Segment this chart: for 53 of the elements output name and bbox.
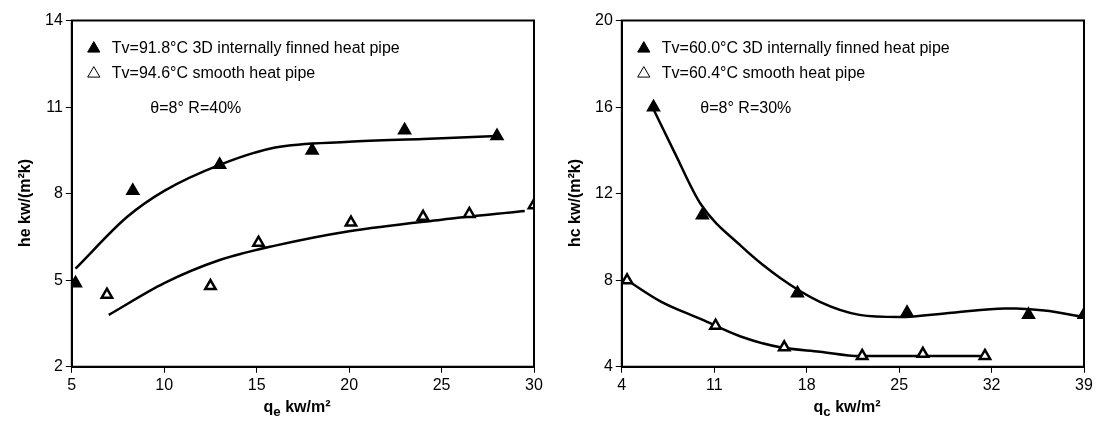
x-tick-label: 10 — [155, 375, 174, 393]
legend-label: Tv=94.6°C smooth heat pipe — [111, 64, 316, 82]
point — [100, 287, 114, 299]
point — [695, 208, 709, 220]
point — [900, 305, 914, 317]
x-axis-title: q$_{c}$ kw/m² — [812, 398, 882, 420]
point — [344, 215, 358, 227]
point — [398, 122, 412, 135]
point — [978, 348, 992, 361]
x-tick-label: 25 — [890, 375, 909, 393]
x-tick-label: 4 — [617, 375, 627, 393]
y-tick-label: 8 — [603, 270, 613, 288]
legend-label: Tv=91.8°C 3D internally finned heat pipe — [111, 39, 400, 57]
x-tick-label: 11 — [705, 375, 723, 393]
y-tick-label: 2 — [53, 357, 63, 375]
x-tick-label: 39 — [1075, 375, 1093, 393]
y-tick-label: 20 — [595, 11, 613, 29]
x-axis-title: q$_{e}$ kw/m² — [262, 398, 332, 420]
y-tick-label: 5 — [53, 270, 63, 288]
x-tick-label: 18 — [797, 375, 816, 393]
point — [855, 348, 869, 361]
x-tick-label: 30 — [525, 375, 543, 393]
y-axis-title: he kw/(m²k) — [16, 158, 34, 248]
point — [204, 278, 217, 291]
y-axis-title: hc kw/(m²k) — [566, 158, 584, 248]
point — [213, 157, 227, 170]
point — [916, 346, 930, 359]
y-tick-label: 12 — [595, 184, 613, 202]
x-tick-label: 15 — [247, 375, 266, 393]
x-tick-label: 25 — [432, 375, 451, 393]
annotation: θ=8° R=40% — [150, 99, 242, 117]
legend-label: Tv=60.0°C 3D internally finned heat pipe — [661, 39, 950, 57]
point — [126, 183, 140, 196]
point — [647, 99, 660, 112]
point — [462, 206, 476, 219]
annotation: θ=8° R=30% — [700, 99, 792, 117]
legend-label: Tv=60.4°C smooth heat pipe — [661, 64, 866, 82]
point — [709, 318, 722, 330]
y-tick-label: 11 — [46, 97, 63, 115]
y-tick-label: 8 — [53, 184, 63, 202]
point — [252, 235, 265, 247]
y-tick-label: 4 — [603, 357, 613, 375]
x-tick-label: 5 — [67, 375, 77, 393]
x-tick-label: 32 — [982, 375, 1001, 393]
point — [490, 128, 504, 141]
point — [777, 340, 791, 352]
y-tick-label: 16 — [595, 97, 613, 115]
point — [305, 143, 319, 155]
point — [1022, 307, 1035, 320]
x-tick-label: 20 — [340, 375, 359, 393]
point — [790, 285, 804, 298]
y-tick-label: 14 — [45, 11, 63, 29]
point — [416, 209, 430, 222]
